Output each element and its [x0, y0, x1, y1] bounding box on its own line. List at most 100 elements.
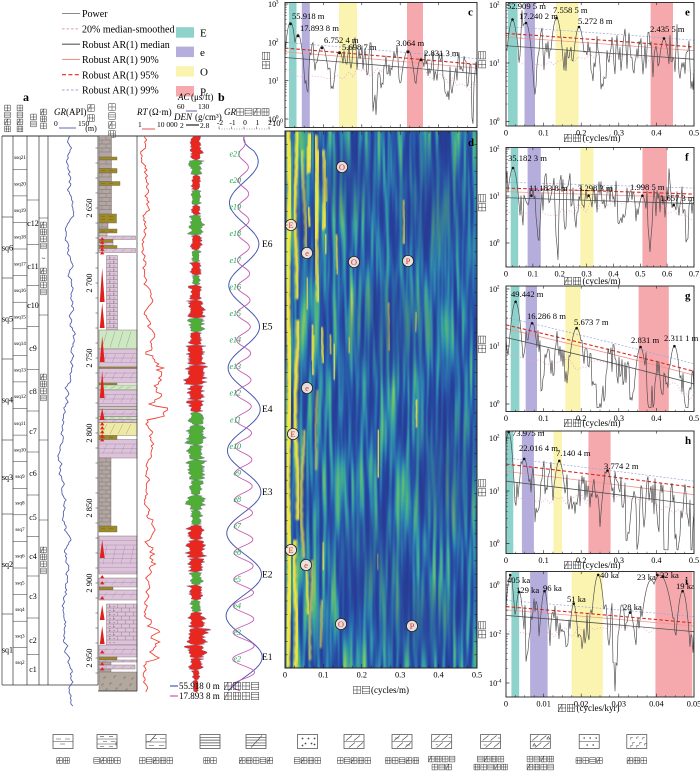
svg-text:17.893 8 m: 17.893 8 m [179, 691, 220, 701]
svg-text:(cycles/m): (cycles/m) [583, 276, 621, 286]
svg-text:10: 10 [489, 434, 497, 443]
svg-text:i: i [685, 576, 688, 588]
svg-text:0: 0 [497, 539, 500, 545]
svg-text:10: 10 [489, 145, 497, 154]
svg-text:0.2: 0.2 [555, 270, 565, 279]
svg-text:~: ~ [42, 255, 46, 263]
svg-text:E: E [290, 429, 295, 439]
svg-text:0.3: 0.3 [614, 556, 624, 565]
svg-text:10: 10 [268, 115, 276, 124]
svg-text:52.909 5 m: 52.909 5 m [507, 1, 546, 11]
svg-text:1: 1 [256, 118, 260, 127]
svg-text:10: 10 [489, 487, 497, 496]
svg-text:405 ka: 405 ka [507, 575, 530, 585]
svg-text:0: 0 [504, 556, 508, 565]
svg-text:0: 0 [54, 119, 58, 128]
svg-text:-2: -2 [497, 630, 502, 636]
svg-text:0: 0 [497, 400, 500, 406]
svg-text:0.02: 0.02 [574, 700, 589, 709]
svg-text:(cycles/m): (cycles/m) [583, 133, 621, 143]
svg-text:sq1: sq1 [2, 646, 13, 655]
svg-text:2 800: 2 800 [84, 423, 94, 442]
svg-text:0.2: 0.2 [576, 129, 586, 138]
svg-text:P: P [406, 256, 411, 266]
svg-text:ssq11: ssq11 [14, 421, 26, 427]
svg-text:55.918 0 m: 55.918 0 m [179, 681, 220, 691]
svg-text:h: h [685, 435, 691, 447]
svg-text:a: a [23, 90, 29, 104]
svg-text:2 650: 2 650 [84, 198, 94, 217]
svg-text:E1: E1 [262, 653, 273, 663]
svg-text:0.4: 0.4 [651, 129, 662, 138]
svg-text:0.2: 0.2 [576, 556, 586, 565]
svg-text:e17: e17 [229, 256, 242, 265]
svg-text:22.016 4 m: 22.016 4 m [519, 443, 558, 453]
svg-text:0: 0 [504, 129, 508, 138]
svg-text:sq2: sq2 [2, 560, 13, 569]
svg-text:0.5: 0.5 [689, 129, 699, 138]
svg-text:2: 2 [497, 145, 500, 151]
svg-text:11.183 8 m: 11.183 8 m [529, 183, 568, 193]
svg-text:e6: e6 [233, 548, 241, 557]
svg-text:10: 10 [489, 239, 497, 248]
svg-text:ssq18: ssq18 [14, 235, 26, 241]
svg-text:1: 1 [497, 342, 500, 348]
svg-text:2 700: 2 700 [84, 273, 94, 292]
svg-text:10: 10 [489, 540, 497, 549]
svg-text:1: 1 [497, 192, 500, 198]
svg-text:1.657 3 m: 1.657 3 m [660, 193, 695, 203]
svg-text:ssq16: ssq16 [14, 288, 26, 294]
svg-text:3.064 m: 3.064 m [396, 38, 424, 48]
svg-text:ssq9: ssq9 [15, 474, 25, 480]
svg-text:ssq3: ssq3 [15, 633, 25, 639]
svg-text:c11: c11 [27, 262, 38, 271]
svg-text:10: 10 [489, 342, 497, 351]
svg-text:0: 0 [280, 118, 283, 124]
svg-text:96 ka: 96 ka [543, 583, 562, 593]
svg-text:2 900: 2 900 [84, 573, 94, 592]
svg-text:E6: E6 [262, 240, 273, 250]
svg-text:1: 1 [497, 59, 500, 65]
svg-text:0.5: 0.5 [635, 270, 645, 279]
svg-text:2.831 3 m: 2.831 3 m [424, 48, 459, 58]
svg-text:0: 0 [497, 239, 500, 245]
svg-text:60: 60 [177, 102, 185, 111]
svg-text:(cycles/m): (cycles/m) [583, 560, 621, 570]
svg-text:P: P [200, 87, 206, 99]
svg-text:e8: e8 [233, 495, 241, 504]
svg-text:35.182 3 m: 35.182 3 m [508, 153, 547, 163]
svg-text:c8: c8 [29, 387, 37, 396]
svg-text:e19: e19 [229, 203, 241, 212]
svg-text:O: O [338, 619, 344, 629]
svg-text:GR: GR [54, 107, 66, 117]
svg-text:sq5: sq5 [2, 315, 13, 324]
svg-text:0.5: 0.5 [689, 556, 699, 565]
svg-text:5.698 7 m: 5.698 7 m [342, 42, 377, 52]
svg-text:0: 0 [504, 270, 508, 279]
svg-text:e9: e9 [233, 468, 241, 477]
svg-text:2.435 5 m: 2.435 5 m [650, 24, 685, 34]
svg-text:0: 0 [497, 117, 500, 123]
svg-text:0.3: 0.3 [614, 414, 624, 423]
svg-text:0: 0 [504, 414, 508, 423]
svg-text:10: 10 [489, 59, 497, 68]
svg-text:10: 10 [268, 0, 276, 9]
svg-text:0.4: 0.4 [433, 671, 444, 680]
svg-text:10: 10 [272, 118, 281, 128]
svg-text:(API): (API) [66, 107, 87, 117]
svg-text:7.558 5 m: 7.558 5 m [553, 5, 588, 15]
svg-text:0.2: 0.2 [576, 414, 586, 423]
svg-text:c10: c10 [27, 301, 39, 310]
svg-text:0.4: 0.4 [608, 270, 619, 279]
svg-text:e16: e16 [229, 282, 241, 291]
svg-text:e5: e5 [233, 575, 241, 584]
svg-text:c9: c9 [29, 344, 37, 353]
svg-text:ssq2: ssq2 [15, 660, 25, 666]
svg-text:P: P [410, 621, 415, 631]
svg-text:55.918 m: 55.918 m [292, 11, 325, 21]
svg-text:RT: RT [136, 107, 148, 117]
svg-text:0: 0 [243, 118, 247, 127]
svg-text:1.998 5 m: 1.998 5 m [630, 182, 665, 192]
svg-text:2: 2 [497, 285, 500, 291]
svg-text:2.8: 2.8 [200, 121, 210, 130]
